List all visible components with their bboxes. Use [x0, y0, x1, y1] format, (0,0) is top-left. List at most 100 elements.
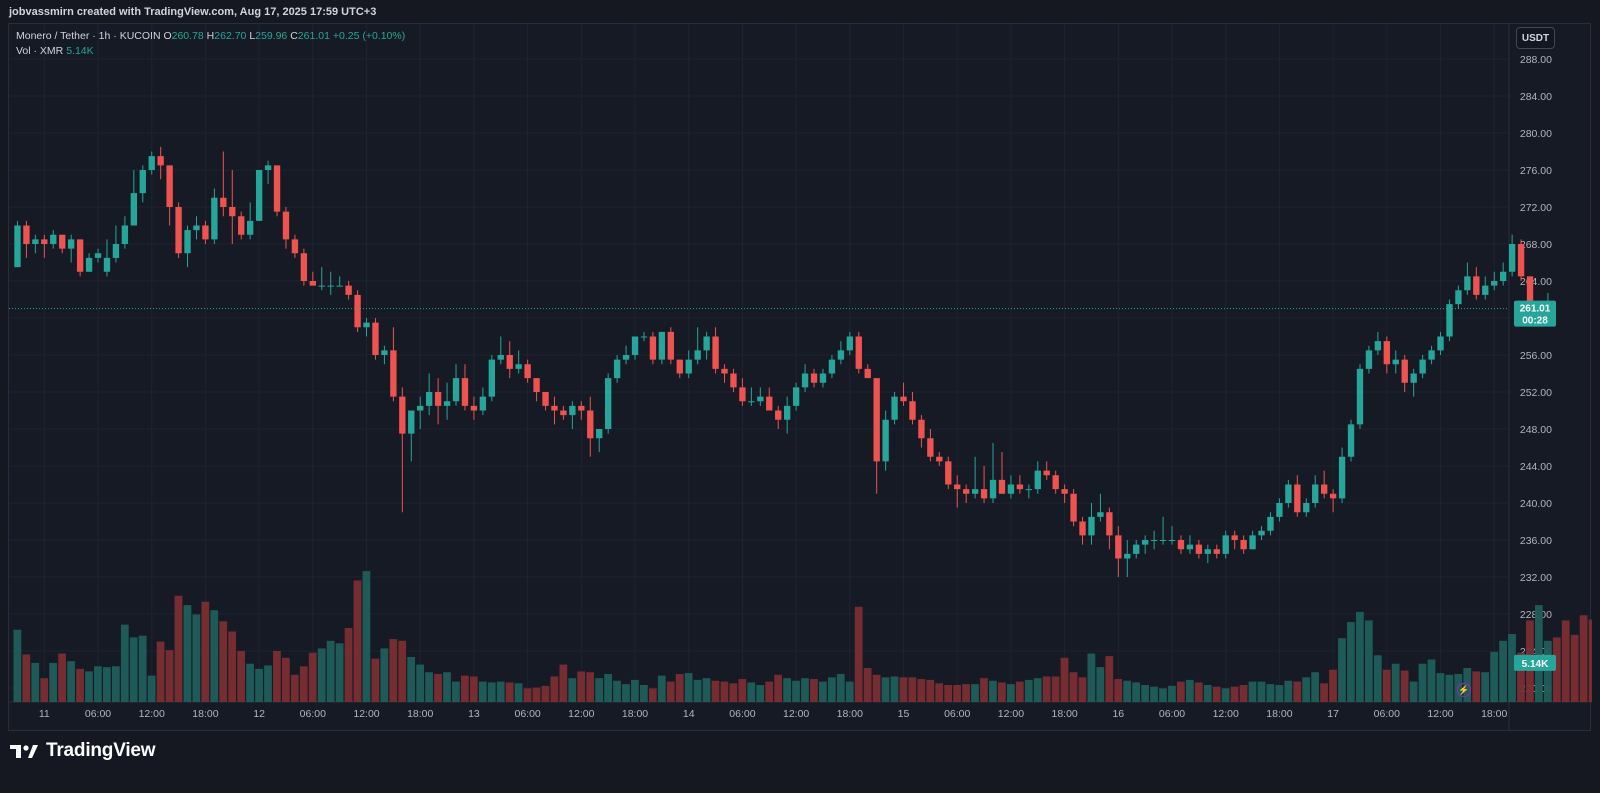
candle-body: [14, 225, 21, 268]
candle-body: [1446, 304, 1453, 337]
volume-bar: [801, 678, 809, 702]
y-tick-label: 264.00: [1520, 276, 1552, 288]
candle-body: [1347, 424, 1355, 457]
candle-body: [336, 285, 343, 287]
volume-bar: [810, 679, 818, 702]
candle-body: [685, 359, 692, 374]
candle-body: [980, 489, 988, 499]
volume-bar: [1409, 681, 1418, 702]
volume-bar: [675, 673, 684, 702]
volume-bar: [1508, 634, 1516, 702]
volume-bar: [299, 666, 308, 702]
candle-body: [846, 336, 853, 351]
candle-body: [238, 216, 245, 235]
candle-body: [524, 364, 531, 379]
volume-bar: [854, 606, 863, 702]
volume-bar: [353, 580, 362, 702]
volume-bar: [1490, 651, 1498, 702]
volume-bar: [1150, 686, 1158, 702]
volume-bar: [1481, 672, 1490, 702]
volume-bar: [971, 684, 979, 702]
chart-legend: Monero / Tether · 1h · KUCOIN O260.78 H2…: [16, 29, 405, 59]
candle-body: [417, 405, 424, 411]
candle-body: [1329, 493, 1337, 499]
volume-bar: [425, 672, 433, 702]
volume-bar: [398, 640, 407, 702]
author-credit: jobvassmirn created with TradingView.com…: [9, 6, 377, 18]
volume-bar: [1552, 637, 1561, 702]
volume-bar: [604, 673, 612, 702]
volume-bar: [1302, 677, 1311, 702]
candle-body: [220, 197, 227, 207]
volume-tag-text: 5.14K: [1522, 659, 1549, 670]
candle-body: [658, 331, 666, 360]
candle-body: [882, 419, 889, 462]
y-tick-label: 280.00: [1520, 128, 1552, 140]
candle-body: [175, 207, 182, 254]
candle-body: [282, 211, 290, 240]
candle-body: [148, 156, 155, 170]
candle-body: [1517, 244, 1525, 277]
volume-bar: [613, 680, 621, 702]
candle-body: [613, 359, 621, 379]
volume-label[interactable]: Vol · XMR: [16, 45, 64, 57]
candle-body: [542, 392, 549, 406]
x-tick-label: 11: [39, 708, 50, 720]
volume-bar: [94, 666, 102, 702]
chart-svg[interactable]: 288.00 284.00 280.00 276.00 272.00 268.00 264.…: [9, 24, 1592, 732]
volume-bar: [31, 662, 40, 702]
volume-bar: [657, 675, 666, 702]
volume-bar: [487, 682, 496, 702]
candle-body: [68, 239, 75, 249]
chart-frame[interactable]: 288.00 284.00 280.00 276.00 272.00 268.00 264.…: [8, 23, 1592, 732]
candle-body: [918, 419, 925, 439]
x-tick-label: 06:00: [514, 708, 540, 720]
candle-body: [112, 244, 120, 258]
volume-bar: [1373, 655, 1382, 702]
volume-bar: [998, 682, 1006, 702]
candle-body: [372, 322, 379, 355]
currency-unit-button[interactable]: USDT: [1516, 27, 1555, 49]
candle-body: [712, 336, 719, 369]
volume-bar: [944, 685, 953, 702]
volume-bar: [201, 601, 210, 702]
volume-bar: [1436, 673, 1445, 702]
low-label: L: [249, 30, 256, 42]
x-tick-label: 18:00: [1266, 708, 1292, 720]
candle-body: [1464, 276, 1471, 291]
x-tick-label: 06:00: [85, 708, 111, 720]
x-tick-label: 18:00: [407, 708, 433, 720]
candle-body: [730, 373, 737, 388]
x-tick-label: 06:00: [300, 708, 326, 720]
candle-body: [775, 410, 782, 420]
volume-bar: [443, 672, 451, 702]
volume-bar: [1230, 686, 1239, 702]
symbol-label[interactable]: Monero / Tether · 1h · KUCOIN: [16, 30, 161, 42]
volume-bar: [1033, 678, 1042, 702]
candle-body: [667, 331, 674, 360]
candle-body: [1231, 535, 1238, 540]
volume-bar: [228, 631, 237, 702]
volume-bar: [1051, 676, 1060, 702]
x-tick-label: 12:00: [568, 708, 594, 720]
candle-body: [309, 281, 316, 286]
tradingview-logo[interactable]: TradingView: [10, 740, 156, 762]
candle-body: [1097, 512, 1104, 517]
candle-body: [94, 253, 102, 258]
candle-body: [461, 378, 469, 406]
volume-bar: [13, 629, 22, 702]
candle-body: [1374, 341, 1382, 351]
candle-body: [434, 392, 442, 406]
candle-body: [1043, 470, 1050, 476]
candle-body: [1258, 530, 1265, 536]
candle-body: [1365, 350, 1373, 369]
volume-bar: [836, 673, 845, 702]
volume-bar: [273, 651, 281, 702]
lightning-icon[interactable]: ⚡: [1457, 683, 1471, 697]
volume-bar: [308, 652, 317, 702]
volume-bar: [917, 679, 926, 702]
volume-bar: [1177, 681, 1185, 702]
volume-bar: [1382, 669, 1391, 702]
candle-body: [166, 165, 173, 207]
y-tick-label: 248.00: [1520, 424, 1552, 436]
